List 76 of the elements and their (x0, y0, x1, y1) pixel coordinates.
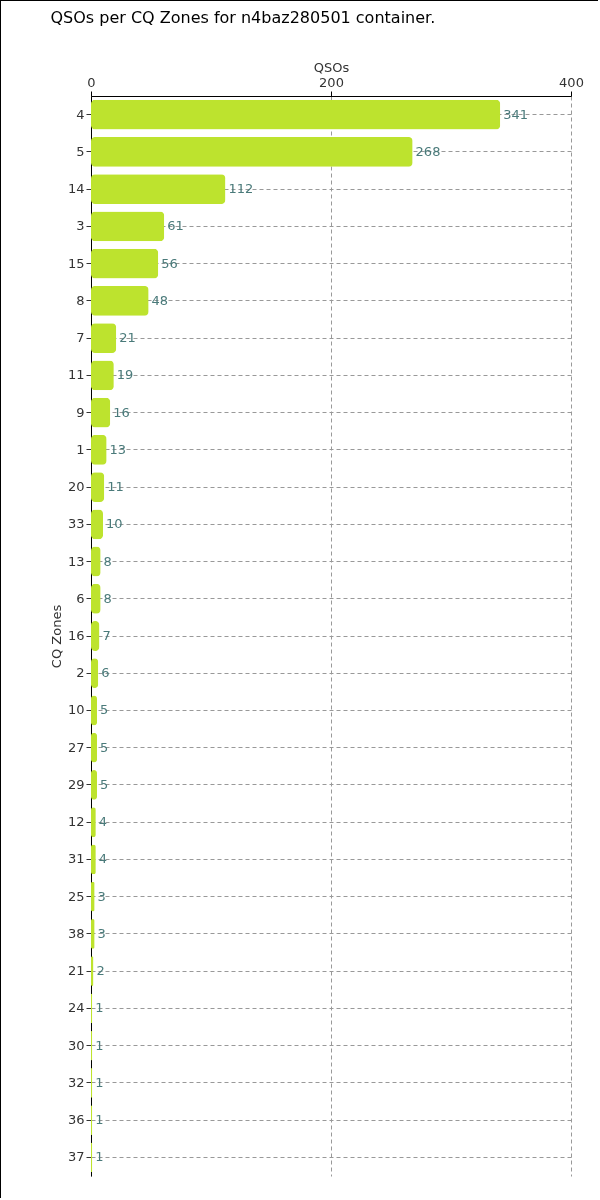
y-tick-label: 9 (76, 404, 85, 420)
data-label: 1 (95, 1037, 104, 1053)
bar (91, 136, 413, 167)
bar (91, 397, 111, 428)
data-label: 16 (113, 404, 130, 420)
data-label: 61 (167, 218, 184, 234)
data-label: 112 (228, 181, 254, 197)
y-tick-label: 21 (67, 963, 85, 979)
y-tick-label: 38 (67, 925, 85, 941)
y-tick-label: 37 (67, 1149, 85, 1165)
data-label: 11 (107, 479, 124, 495)
data-label: 48 (151, 292, 169, 308)
data-label: 3 (97, 888, 106, 904)
x-tick-label: 400 (559, 74, 584, 90)
x-tick-label: 200 (319, 74, 344, 90)
x-tick-label: 0 (87, 74, 96, 90)
data-label: 5 (100, 739, 109, 755)
y-tick-label: 4 (76, 106, 85, 122)
y-tick-label: 29 (67, 776, 85, 792)
y-tick-label: 6 (76, 590, 85, 606)
y-tick-label: 31 (67, 851, 85, 867)
y-tick-label: 16 (67, 628, 85, 643)
y-tick-label: 1 (76, 441, 85, 457)
data-label: 21 (119, 330, 136, 346)
bar (91, 472, 105, 502)
y-tick-label: 33 (67, 516, 85, 532)
data-label: 341 (503, 106, 529, 122)
data-label: 8 (103, 590, 112, 606)
bar (91, 434, 107, 465)
y-tick-label: 10 (67, 702, 85, 718)
y-tick-label: 2 (76, 665, 85, 681)
data-label: 3 (97, 925, 106, 941)
data-label: 6 (101, 665, 110, 681)
y-tick-label: 36 (67, 1112, 85, 1128)
bar (91, 211, 165, 242)
y-tick-label: 24 (67, 1000, 85, 1016)
y-tick-label: 8 (76, 292, 85, 308)
y-tick-label: 14 (67, 181, 85, 197)
bar (91, 323, 117, 353)
data-label: 5 (100, 702, 109, 718)
y-tick-label: 7 (76, 330, 85, 346)
bar (91, 174, 226, 204)
data-label: 4 (98, 851, 108, 867)
data-label: 1 (95, 1112, 104, 1128)
y-tick-label: 27 (67, 739, 85, 755)
y-tick-label: 32 (67, 1074, 85, 1090)
y-axis-title: CQ Zones (48, 604, 64, 669)
y-tick-label: 5 (76, 143, 85, 159)
bar (91, 99, 501, 130)
y-tick-label: 30 (67, 1037, 85, 1053)
bar (91, 360, 114, 391)
data-label: 56 (161, 255, 178, 271)
y-tick-label: 15 (67, 255, 85, 271)
data-label: 8 (103, 553, 112, 569)
data-label: 1 (95, 1149, 104, 1165)
bar (91, 509, 103, 540)
data-label: 268 (415, 143, 441, 159)
x-axis-title: QSOs (313, 59, 350, 75)
data-label: 4 (98, 814, 108, 830)
data-label: 10 (106, 516, 123, 532)
y-tick-label: 20 (67, 479, 85, 495)
data-label: 19 (116, 367, 134, 383)
y-tick-label: 3 (76, 218, 85, 234)
data-label: 13 (109, 441, 127, 457)
chart-title: QSOs per CQ Zones for n4baz280501 container. (50, 8, 436, 27)
data-label: 1 (95, 1074, 104, 1090)
y-tick-label: 12 (67, 814, 85, 830)
bar (91, 248, 159, 279)
bar (91, 285, 149, 316)
data-label: 2 (96, 963, 105, 979)
y-tick-label: 11 (67, 367, 85, 383)
data-label: 1 (95, 1000, 104, 1016)
y-tick-label: 25 (67, 888, 85, 904)
data-label: 5 (100, 776, 109, 792)
data-label: 7 (102, 628, 111, 643)
y-tick-label: 13 (67, 553, 85, 569)
